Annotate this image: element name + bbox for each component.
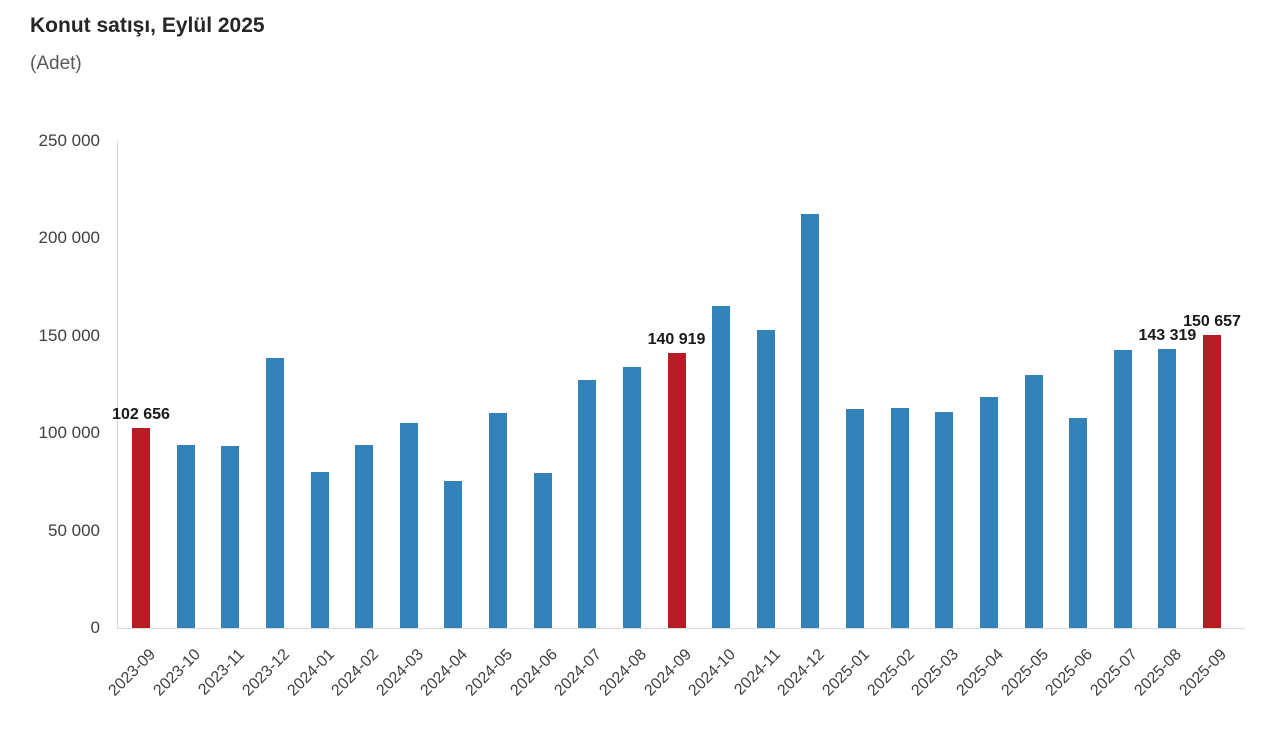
bar-2023-11 (221, 445, 240, 628)
bar-2025-03 (935, 412, 954, 628)
y-tick-label: 150 000 (38, 325, 100, 345)
bar-2023-09 (132, 428, 150, 628)
bar-value-label-2024-09: 140 919 (647, 331, 706, 349)
y-tick-label: 100 000 (38, 423, 100, 443)
chart-title: Konut satışı, Eylül 2025 (30, 14, 265, 37)
bar-value-label-2025-09: 150 657 (1183, 312, 1241, 330)
bar-2025-01 (846, 409, 864, 628)
bar-2025-05 (1024, 374, 1043, 628)
bar-2024-08 (622, 366, 641, 628)
y-tick-label: 250 000 (38, 131, 100, 150)
bar-2024-11 (756, 329, 775, 628)
bar-2024-09 (667, 353, 686, 628)
bar-2024-06 (533, 473, 552, 628)
bar-2024-04 (444, 480, 463, 628)
y-axis-line (117, 141, 118, 628)
chart-unit-subtitle: (Adet) (30, 53, 82, 74)
bar-2025-06 (1069, 418, 1088, 628)
bar-2024-07 (578, 380, 597, 628)
bar-2025-09 (1203, 334, 1221, 628)
bar-2024-05 (489, 412, 507, 628)
bar-2024-10 (712, 306, 731, 628)
bar-2024-12 (801, 213, 820, 628)
bar-2024-03 (399, 422, 418, 628)
bar-2025-04 (979, 397, 998, 628)
bar-2025-02 (890, 408, 909, 628)
bar-value-label-2023-09: 102 656 (112, 406, 170, 424)
bar-2023-12 (265, 358, 284, 628)
bar-2024-02 (355, 445, 374, 628)
y-tick-label: 0 (90, 618, 100, 637)
y-tick-label: 200 000 (38, 228, 100, 248)
bar-2025-08 (1158, 348, 1177, 628)
y-tick-label: 50 000 (48, 520, 100, 540)
bar-value-label-2025-08: 143 319 (1138, 326, 1197, 344)
x-axis-line (117, 628, 1245, 629)
bar-2024-01 (310, 471, 329, 628)
bar-2023-10 (176, 445, 195, 628)
bar-2025-07 (1113, 349, 1132, 628)
